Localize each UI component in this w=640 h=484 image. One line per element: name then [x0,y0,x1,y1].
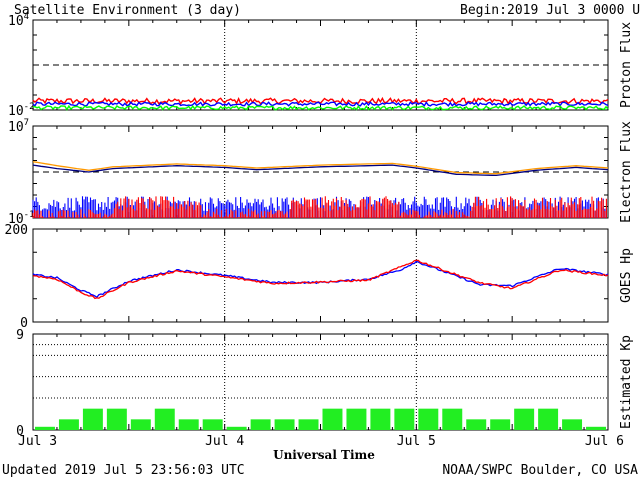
series-orange [32,161,609,175]
kp-bar [514,408,535,430]
kp-bar [226,426,247,430]
y-tick-exponent: -2 [24,102,35,112]
y-tick-label: 10-2 [8,102,35,119]
kp-bar [298,419,319,430]
kp-bar [35,426,55,430]
kp-bar [202,419,223,430]
y-tick-label: 0 [20,316,28,331]
y-axis-label: Proton Flux [619,22,634,108]
panel-proton: Proton Flux 104 10-2 [8,12,634,119]
kp-bar [58,419,79,430]
kp-bar [178,419,199,430]
kp-bar [250,419,271,430]
panel-frame [32,228,609,323]
chart-title: Satellite Environment (3 day) [14,3,241,18]
kp-bar [274,419,295,430]
panel-goes_hp: GOES Hp 200 0 [5,223,634,331]
kp-bar [322,408,343,430]
kp-bar [538,408,559,430]
series-green [32,104,609,111]
kp-bar [346,408,367,430]
series-spiky-red [32,196,607,218]
panel-frame [32,19,609,111]
y-tick-label: 9 [16,328,24,343]
kp-bar [82,408,103,430]
y-axis-label: GOES Hp [619,248,634,303]
x-tick-label: Jul 5 [397,434,436,449]
y-tick-exponent: -1 [24,210,35,220]
y-tick-exponent: 7 [24,118,29,128]
x-axis-label: Universal Time [273,448,375,462]
kp-bar [442,408,463,430]
y-axis-label: Electron Flux [619,121,634,223]
updated-timestamp: Updated 2019 Jul 5 23:56:03 UTC [2,463,245,478]
kp-bar [130,419,151,430]
y-tick-label: 104 [8,12,29,29]
credit-label: NOAA/SWPC Boulder, CO USA [442,463,638,478]
kp-bar [370,408,391,430]
panel-kp: Estimated Kp 9 0 [16,328,634,439]
kp-bar [466,419,487,430]
x-tick-label: Jul 4 [205,434,244,449]
y-tick-label: 107 [8,118,29,135]
y-axis-label: Estimated Kp [619,335,634,429]
y-tick-label: 200 [5,223,28,238]
y-tick-exponent: 4 [24,12,29,22]
begin-label: Begin: [460,3,507,18]
kp-bar [154,408,175,430]
x-tick-label: Jul 6 [585,434,624,449]
series-red [33,259,609,300]
y-tick-label: 0 [16,424,24,439]
x-tick-label: Jul 3 [18,434,57,449]
begin-value: 2019 Jul 3 0000 UTC [507,3,640,18]
kp-bar [394,408,415,430]
series-blue [32,260,609,299]
kp-bar [106,408,127,430]
kp-bar [418,408,439,430]
kp-bar [490,419,511,430]
series-navy [32,164,609,177]
series-blue [32,101,609,107]
kp-bar [562,419,583,430]
kp-bar [586,426,606,430]
